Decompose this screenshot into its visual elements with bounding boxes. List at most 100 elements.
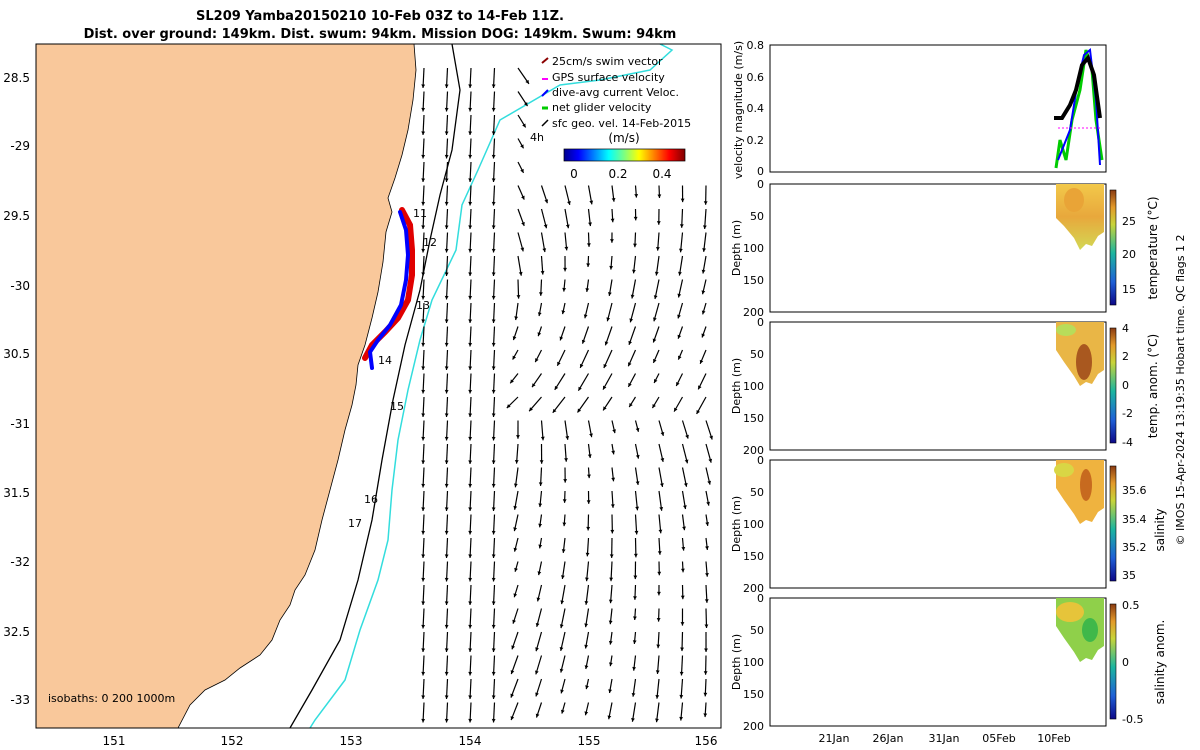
velocity-arrow-head [468, 366, 473, 370]
depth-tick: 150 [743, 274, 764, 287]
cbar-label: temp. anom. (°C) [1146, 334, 1160, 438]
velocity-arrow-head [660, 458, 665, 462]
isobath-200m [289, 44, 461, 728]
velocity-arrow-head [704, 624, 709, 629]
legend-item: 25cm/s swim vector [552, 55, 663, 68]
velocity-arrow-head [679, 716, 684, 721]
velocity-arrow-head [510, 693, 515, 698]
velocity-arrow-head [608, 620, 613, 625]
velocity-arrow-head [562, 499, 567, 503]
velocity-arrow-head [585, 552, 590, 557]
velocity-arrow-head [491, 178, 496, 182]
velocity-arrow-head [444, 671, 449, 676]
velocity-arrow-head [444, 718, 449, 723]
velocity-arrow-head [491, 436, 496, 441]
velocity-arrow-head [679, 671, 684, 676]
velocity-arrow-head [560, 709, 565, 714]
depth-tick: 0 [757, 316, 764, 329]
lon-tick: 152 [221, 734, 244, 748]
velocity-arrow-head [703, 201, 708, 205]
velocity-arrow-head [655, 695, 660, 699]
velocity-arrow-head [633, 216, 638, 221]
velocity-arrow-head [705, 546, 709, 550]
velocity-arrow-head [529, 407, 533, 412]
velocity-arrow-head [685, 434, 689, 439]
velocity-arrow-head [609, 577, 614, 582]
velocity-arrow-head [468, 248, 473, 253]
lon-tick: 153 [340, 734, 363, 748]
velocity-arrow-head [705, 573, 709, 577]
lat-tick: -32 [10, 555, 30, 569]
cbar-label: temperature (°C) [1146, 197, 1160, 300]
velocity-arrow-head [468, 107, 473, 112]
velocity-arrow-head [630, 294, 635, 299]
map-legend: 25cm/s swim vector GPS surface velocity … [530, 55, 691, 144]
velocity-arrow-head [514, 567, 518, 572]
speed-colorbar: (m/s) 0 0.2 0.4 [563, 131, 686, 181]
velocity-arrow-head [468, 201, 473, 206]
velocity-arrow-head [444, 460, 449, 464]
depth-tick: 50 [750, 486, 764, 499]
velocity-arrow-head [554, 385, 559, 390]
velocity-arrow-head [421, 131, 426, 135]
velocity-arrow-head [581, 339, 586, 344]
velocity-arrow-head [699, 359, 704, 364]
velocity-arrow-head [513, 527, 518, 532]
velocity-arrow-head [444, 201, 449, 206]
velocity-arrow-head [510, 670, 515, 675]
lat-tick: -31 [10, 417, 30, 431]
velocity-arrow-head [679, 694, 684, 699]
cbar-tick: 35.6 [1122, 484, 1147, 497]
cbar-tick: -0.5 [1122, 713, 1143, 726]
velocity-arrow-head [701, 333, 706, 338]
velocity-ytick: 0.2 [747, 134, 765, 147]
velocity-arrow-head [535, 713, 540, 718]
velocity-arrow-head [654, 378, 658, 383]
velocity-arrow-head [684, 459, 689, 464]
cbar-tick: 0 [1122, 656, 1129, 669]
depth-tick: 200 [743, 306, 764, 319]
velocity-arrow-head [584, 644, 589, 649]
velocity-arrow-head [468, 530, 473, 535]
velocity-panel: 0.8 0.6 0.4 0.2 0 velocity magnitude (m/… [732, 39, 1107, 179]
velocity-arrow-head [444, 366, 449, 370]
velocity-arrow-head [681, 546, 686, 551]
velocity-arrow-head [703, 692, 708, 697]
lat-tick: -29 [10, 139, 30, 153]
velocity-arrow-head [583, 314, 588, 319]
velocity-arrow-head [561, 575, 565, 579]
day-label: 17 [348, 517, 362, 530]
velocity-arrow-head [682, 526, 686, 531]
velocity-arrow-head [491, 718, 496, 723]
velocity-arrow-head [612, 429, 616, 434]
copyright-note: © IMOS 15-Apr-2024 13:19:35 Hobart time.… [1174, 235, 1187, 546]
velocity-arrow-head [563, 479, 568, 483]
velocity-arrow-head [535, 692, 539, 697]
velocity-arrow-head [655, 718, 659, 723]
lat-tick: -33 [10, 693, 30, 707]
velocity-arrow-head [421, 178, 426, 182]
velocity-arrow-head [468, 225, 473, 229]
velocity-arrow-head [585, 577, 589, 582]
velocity-arrow-head [421, 319, 426, 323]
velocity-arrow-head [709, 435, 713, 440]
velocity-arrow-head [680, 595, 685, 600]
velocity-arrow-head [421, 695, 426, 699]
velocity-arrow-head [704, 648, 708, 652]
velocity-arrow-head [702, 248, 707, 252]
velocity-arrow-head [634, 530, 639, 535]
velocity-arrow-head [674, 407, 678, 412]
velocity-arrow-head [562, 287, 567, 292]
velocity-arrow-head [611, 450, 616, 455]
velocity-arrow-head [660, 431, 665, 436]
cbar-tick: 4 [1122, 322, 1129, 335]
velocity-arrow-head [468, 507, 473, 511]
longitude-tick-labels: 151 152 153 154 155 156 [103, 734, 718, 748]
velocity-arrow-head [607, 715, 612, 720]
depth-tick: 150 [743, 550, 764, 563]
colorbar-tick: 0 [570, 167, 578, 181]
figure-title-line1: SL209 Yamba20150210 10-Feb 03Z to 14-Feb… [196, 9, 564, 24]
velocity-arrow-head [491, 272, 496, 276]
velocity-arrow-head [421, 601, 426, 605]
velocity-arrow-head [584, 623, 589, 628]
